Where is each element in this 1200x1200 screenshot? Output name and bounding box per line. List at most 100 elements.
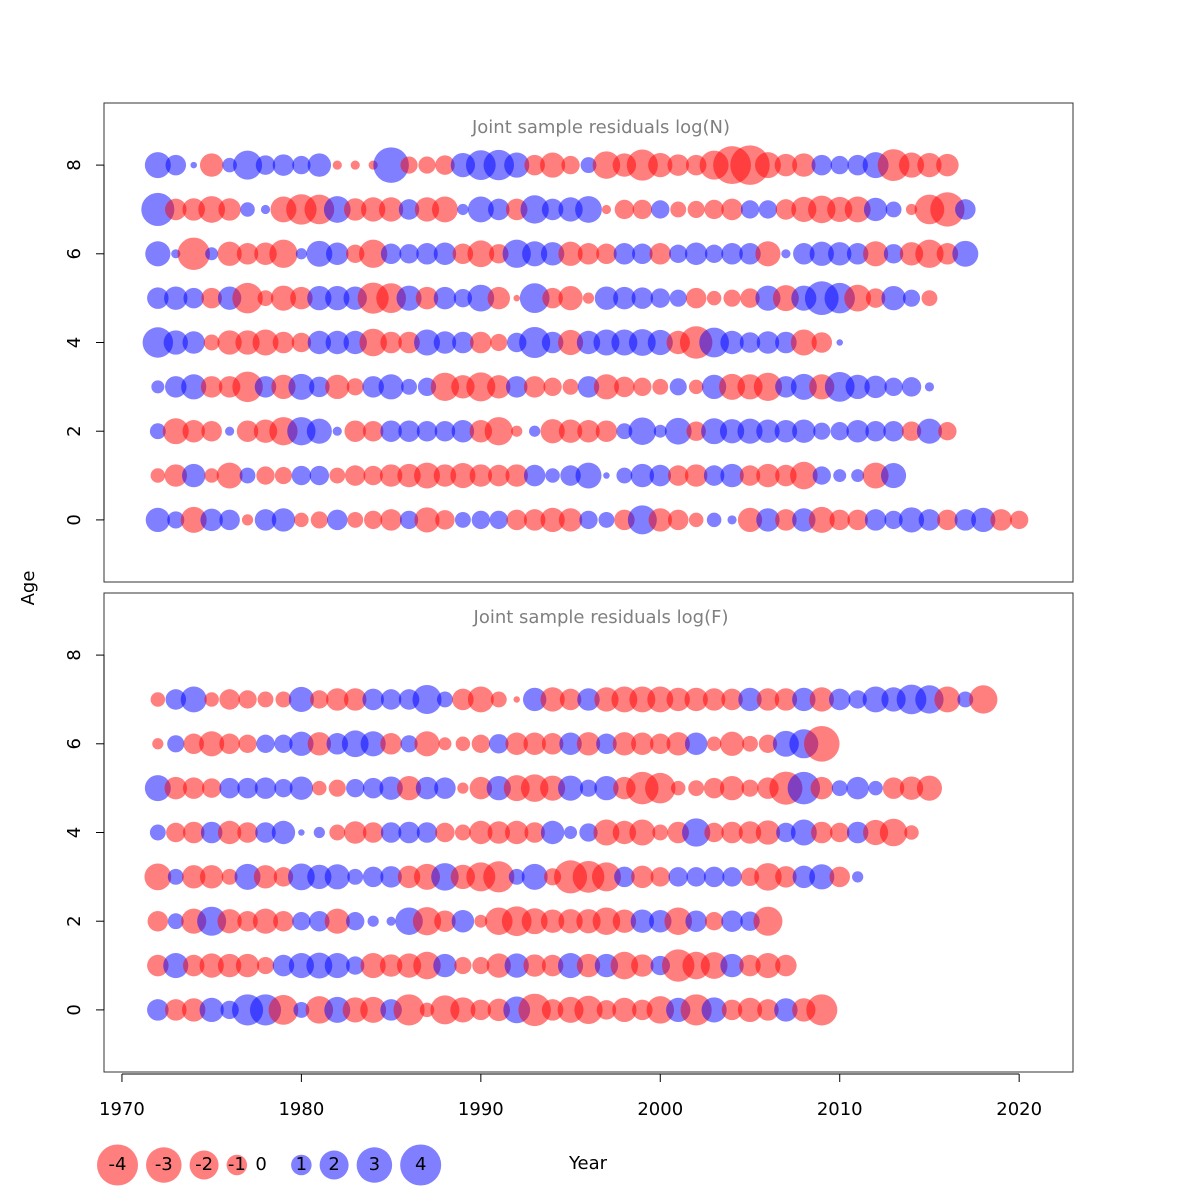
- residual-bubble: [666, 687, 690, 712]
- residual-bubble: [288, 373, 315, 400]
- residual-bubble: [254, 376, 277, 398]
- residual-bubble: [719, 776, 745, 801]
- residual-bubble: [790, 819, 817, 846]
- residual-bubble: [720, 463, 744, 488]
- residual-bubble: [198, 196, 226, 223]
- residual-bubble: [738, 821, 762, 844]
- residual-bubble: [398, 331, 420, 354]
- residual-bubble: [628, 329, 656, 356]
- residual-bubble: [775, 376, 797, 398]
- residual-bubble: [774, 688, 798, 711]
- residual-bubble: [756, 331, 780, 354]
- residual-bubble: [203, 334, 220, 351]
- residual-bubble: [558, 508, 583, 532]
- residual-bubble: [257, 290, 274, 307]
- legend-bubble: [97, 1144, 139, 1186]
- residual-bubble: [596, 243, 617, 265]
- residual-bubble: [398, 420, 420, 442]
- y-tick-label: 6: [64, 248, 85, 259]
- residual-bubble: [721, 910, 743, 932]
- residual-bubble: [182, 865, 206, 889]
- residual-bubble: [201, 287, 222, 309]
- residual-bubble: [307, 864, 332, 889]
- residual-bubble: [898, 507, 925, 533]
- residual-bubble: [523, 376, 546, 398]
- residual-bubble: [164, 776, 188, 800]
- residual-bubble: [520, 195, 549, 224]
- residual-bubble: [809, 687, 834, 712]
- size-legend: -4 -3 -2 -1 0 1 2 3 4: [97, 1144, 442, 1186]
- residual-bubble: [523, 954, 546, 977]
- residual-bubble: [219, 689, 240, 710]
- residual-bubble: [601, 204, 612, 215]
- residual-bubble: [238, 734, 257, 753]
- residual-bubble: [753, 906, 783, 936]
- panel-top-bubbles: [141, 145, 1029, 535]
- residual-bubble: [631, 954, 654, 977]
- panel-top: Joint sample residuals log(N) 0 2 4 6 8: [64, 102, 1074, 583]
- residual-bubble: [490, 333, 508, 352]
- residual-bubble: [298, 829, 305, 836]
- residual-bubble: [457, 782, 469, 794]
- residual-bubble: [540, 507, 565, 533]
- residual-bubble: [362, 688, 384, 711]
- residual-bubble: [847, 509, 868, 531]
- residual-bubble: [541, 331, 564, 354]
- residual-bubble: [754, 863, 782, 891]
- residual-bubble: [864, 375, 887, 399]
- residual-bubble: [627, 505, 657, 535]
- residual-bubble: [629, 819, 656, 846]
- residual-bubble: [937, 509, 958, 531]
- residual-bubble: [880, 462, 907, 489]
- legend-label: -2: [195, 1154, 213, 1175]
- residual-bubble: [830, 422, 849, 441]
- residual-bubble: [790, 329, 817, 356]
- residual-bubble: [396, 776, 422, 801]
- residual-bubble: [881, 286, 906, 311]
- residual-bubble: [918, 509, 941, 531]
- residual-bubble: [359, 328, 387, 357]
- residual-bubble: [756, 463, 780, 488]
- residual-bubble: [699, 327, 729, 358]
- residual-bubble: [269, 239, 298, 268]
- residual-bubble: [373, 147, 409, 183]
- residual-bubble: [324, 908, 350, 934]
- residual-bubble: [292, 155, 311, 175]
- residual-bubble: [846, 821, 869, 844]
- residual-bubble: [163, 330, 188, 355]
- residual-bubble: [720, 330, 744, 355]
- legend-bubble: [146, 1147, 182, 1183]
- residual-bubble: [633, 377, 652, 397]
- residual-bubble: [930, 192, 965, 227]
- residual-bubble: [755, 241, 781, 267]
- residual-bubble: [863, 241, 889, 267]
- residual-bubble: [542, 287, 563, 309]
- legend-bubble: [356, 1147, 393, 1183]
- residual-bubble: [483, 861, 515, 893]
- residual-bubble: [579, 510, 598, 530]
- residual-bubble: [518, 993, 551, 1027]
- residual-bubble: [253, 865, 278, 889]
- residual-bubble: [863, 197, 888, 222]
- residual-bubble: [595, 420, 618, 442]
- residual-bubble: [414, 197, 440, 222]
- residual-bubble: [240, 202, 255, 217]
- residual-bubble: [309, 376, 330, 398]
- residual-bubble: [205, 247, 219, 261]
- residual-bubble: [877, 149, 910, 181]
- residual-bubble: [924, 382, 935, 392]
- residual-bubble: [386, 916, 396, 926]
- residual-bubble: [488, 464, 510, 487]
- residual-bubble: [219, 777, 240, 799]
- residual-bubble: [380, 689, 402, 710]
- residual-bubble: [166, 822, 186, 843]
- residual-bubble: [775, 199, 797, 220]
- residual-bubble: [885, 201, 902, 218]
- residual-bubble: [686, 421, 706, 441]
- residual-bubble: [360, 996, 387, 1023]
- residual-bubble: [167, 511, 185, 529]
- residual-bubble: [438, 737, 452, 751]
- residual-bubble: [363, 465, 383, 486]
- residual-bubble: [774, 153, 798, 177]
- residual-bubble: [398, 821, 420, 844]
